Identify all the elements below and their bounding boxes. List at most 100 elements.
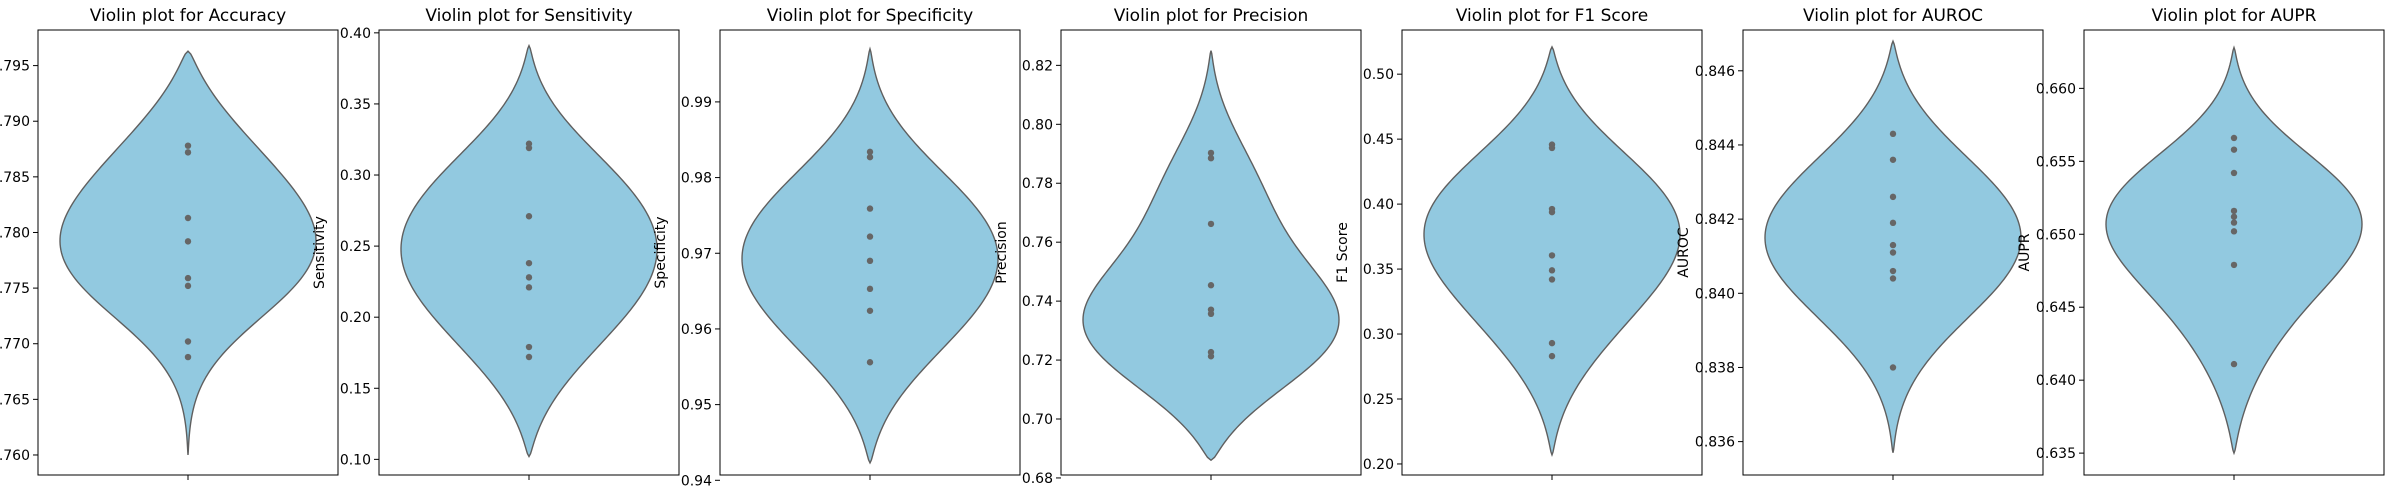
data-point — [1889, 267, 1897, 275]
violin-body — [1423, 45, 1681, 457]
y-tick-label: 0.30 — [1363, 327, 1394, 343]
data-point — [866, 257, 874, 265]
y-tick-label: 0.20 — [340, 310, 371, 326]
y-tick-label: 0.775 — [0, 281, 30, 297]
data-point — [1889, 275, 1897, 282]
data-point — [525, 343, 533, 351]
data-point — [184, 274, 192, 282]
y-tick-label: 0.650 — [2036, 227, 2076, 243]
data-point — [184, 214, 192, 222]
data-point — [1548, 267, 1556, 274]
data-point — [525, 353, 533, 361]
y-axis-label: Specificity — [653, 216, 669, 288]
data-point — [2230, 169, 2238, 177]
data-point — [1889, 130, 1897, 138]
violin-panel: 0.68 0.70 0.72 0.74 0.76 0.78 0.80 0.82 Violin p… — [994, 6, 1362, 487]
violin-panel: 0.10 0.15 0.20 0.25 0.30 0.35 0.40 Violin plot … — [312, 6, 680, 480]
y-tick-label: 0.72 — [1022, 353, 1053, 369]
y-tick-label: 0.640 — [2036, 373, 2076, 389]
data-point — [1548, 144, 1556, 152]
y-axis-label: AUROC — [1676, 227, 1692, 278]
y-tick-label: 0.99 — [681, 95, 712, 111]
y-tick-label: 0.780 — [0, 225, 30, 241]
y-tick-label: 0.35 — [340, 97, 371, 113]
y-tick-label: 0.838 — [1695, 360, 1735, 376]
y-tick-label: 0.846 — [1695, 64, 1735, 80]
data-point — [2230, 261, 2238, 269]
data-point — [866, 359, 874, 366]
y-tick-label: 0.842 — [1695, 212, 1735, 228]
panel-title: Violin plot for AUROC — [1803, 6, 1983, 26]
data-point — [1889, 219, 1897, 227]
y-tick-label: 0.94 — [681, 473, 712, 489]
y-tick-label: 0.40 — [1363, 197, 1394, 213]
data-point — [866, 205, 874, 212]
data-point — [866, 285, 874, 293]
data-point — [1207, 155, 1215, 162]
data-point — [525, 213, 533, 220]
y-tick-label: 0.25 — [1363, 392, 1394, 408]
data-point — [525, 274, 533, 281]
data-point — [2230, 219, 2238, 226]
y-tick-label: 0.795 — [0, 59, 30, 75]
data-point — [2230, 146, 2238, 153]
data-point — [2230, 134, 2238, 142]
data-point — [1207, 220, 1215, 228]
violin-body — [2105, 45, 2363, 456]
y-tick-label: 0.78 — [1022, 176, 1053, 192]
data-point — [184, 149, 192, 156]
y-tick-label: 0.50 — [1363, 67, 1394, 83]
y-tick-label: 0.80 — [1022, 117, 1053, 133]
data-point — [184, 238, 192, 245]
data-point — [1889, 241, 1897, 249]
data-point — [1889, 249, 1897, 256]
data-point — [1889, 193, 1897, 201]
violin-panel: 0.94 0.95 0.96 0.97 0.98 0.99 Violin plot for … — [653, 6, 1021, 489]
data-point — [1548, 208, 1556, 216]
y-tick-label: 0.97 — [681, 246, 712, 262]
y-tick-label: 0.35 — [1363, 262, 1394, 278]
y-tick-label: 0.770 — [0, 337, 30, 353]
violin-body — [1082, 50, 1340, 462]
violin-panel: 0.20 0.25 0.30 0.35 0.40 0.45 0.50 Violin plot … — [1335, 6, 1703, 480]
y-tick-label: 0.645 — [2036, 300, 2076, 316]
violin-body — [59, 50, 317, 456]
data-point — [1889, 364, 1897, 371]
data-point — [1548, 352, 1556, 360]
y-tick-label: 0.95 — [681, 398, 712, 414]
y-tick-label: 0.40 — [340, 26, 371, 42]
data-point — [1207, 149, 1215, 157]
violin-panel: 0.635 0.640 0.645 0.650 0.655 0.660 Violin plo… — [2017, 6, 2385, 480]
y-tick-label: 0.45 — [1363, 132, 1394, 148]
y-tick-label: 0.785 — [0, 170, 30, 186]
y-tick-label: 0.25 — [340, 239, 371, 255]
data-point — [2230, 228, 2238, 235]
data-point — [866, 153, 874, 161]
y-tick-label: 0.15 — [340, 381, 371, 397]
y-tick-label: 0.635 — [2036, 446, 2076, 462]
violin-body — [400, 43, 658, 458]
y-tick-label: 0.30 — [340, 168, 371, 184]
panel-title: Violin plot for Precision — [1114, 6, 1309, 26]
y-tick-label: 0.655 — [2036, 154, 2076, 170]
y-tick-label: 0.10 — [340, 452, 371, 468]
y-tick-label: 0.840 — [1695, 286, 1735, 302]
data-point — [184, 142, 192, 149]
data-point — [525, 144, 533, 152]
y-tick-label: 0.836 — [1695, 435, 1735, 451]
data-point — [525, 259, 533, 267]
data-point — [1207, 310, 1215, 317]
y-tick-label: 0.76 — [1022, 235, 1053, 251]
data-point — [184, 353, 192, 361]
data-point — [866, 233, 874, 240]
y-axis-label: Precision — [994, 221, 1010, 283]
y-tick-label: 0.82 — [1022, 58, 1053, 74]
y-tick-label: 0.98 — [681, 171, 712, 187]
data-point — [1548, 339, 1556, 347]
y-axis-label: F1 Score — [1335, 222, 1351, 283]
y-tick-label: 0.844 — [1695, 138, 1735, 154]
y-tick-label: 0.20 — [1363, 457, 1394, 473]
violin-panel: 0.760 0.765 0.770 0.775 0.780 0.785 0.790 0.795… — [0, 6, 339, 480]
data-point — [1548, 276, 1556, 283]
panel-title: Violin plot for Sensitivity — [425, 6, 632, 26]
